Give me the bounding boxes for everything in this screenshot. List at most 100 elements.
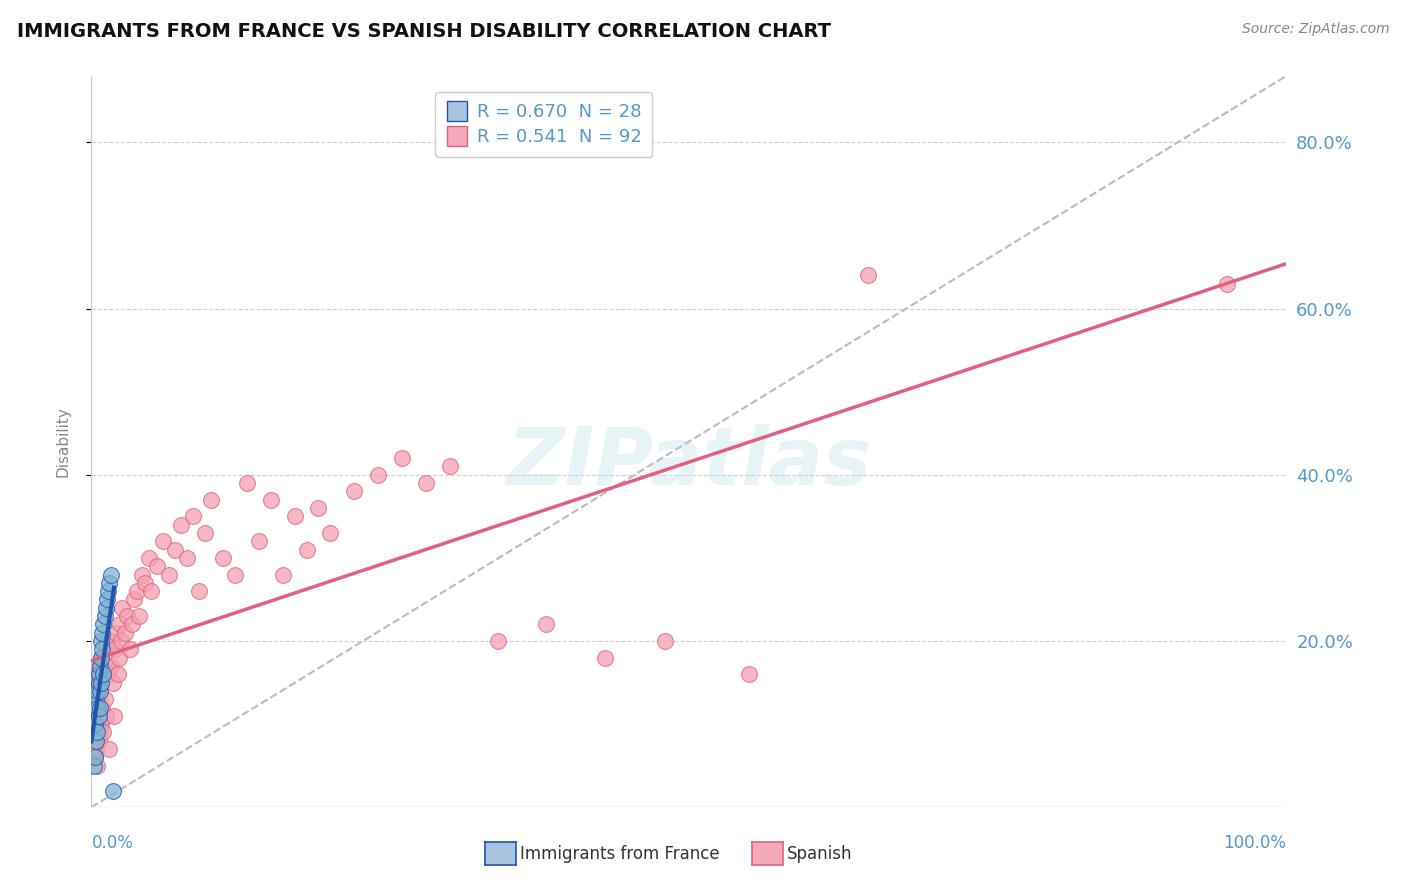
Point	[856, 268, 880, 283]
Point	[486, 634, 509, 648]
Point	[90, 650, 112, 665]
Point	[87, 667, 110, 681]
Point	[100, 567, 122, 582]
Legend: R = 0.670  N = 28, R = 0.541  N = 92: R = 0.670 N = 28, R = 0.541 N = 92	[434, 92, 652, 157]
Point	[181, 509, 204, 524]
Point	[86, 684, 108, 698]
Point	[89, 700, 111, 714]
Point	[84, 733, 107, 747]
Point	[114, 625, 136, 640]
Point	[391, 451, 413, 466]
Point	[83, 733, 105, 747]
Text: ZIPatlas: ZIPatlas	[506, 425, 872, 502]
Point	[134, 575, 156, 590]
Point	[1215, 277, 1237, 291]
Point	[146, 559, 169, 574]
Point	[96, 592, 118, 607]
Point	[84, 742, 107, 756]
Point	[89, 684, 111, 698]
Point	[87, 733, 110, 747]
Point	[307, 501, 329, 516]
Point	[87, 708, 110, 723]
Point	[138, 550, 160, 565]
Point	[84, 675, 107, 690]
Point	[87, 708, 110, 723]
Point	[118, 642, 141, 657]
Point	[93, 617, 114, 632]
Point	[93, 667, 114, 681]
Point	[439, 459, 461, 474]
Point	[319, 525, 342, 540]
Point	[157, 567, 180, 582]
Point	[593, 650, 616, 665]
Point	[90, 675, 112, 690]
Point	[152, 534, 174, 549]
Point	[84, 750, 107, 764]
Point	[82, 692, 104, 706]
Text: Spanish: Spanish	[787, 845, 853, 863]
Point	[93, 659, 114, 673]
Point	[87, 667, 110, 681]
Point	[98, 575, 121, 590]
Point	[121, 617, 143, 632]
Point	[93, 609, 115, 624]
Text: 0.0%: 0.0%	[91, 834, 134, 852]
Point	[211, 550, 233, 565]
Point	[94, 659, 117, 673]
Point	[737, 667, 759, 681]
Point	[86, 700, 108, 714]
Point	[271, 567, 294, 582]
Point	[93, 642, 115, 657]
Point	[163, 542, 186, 557]
Point	[107, 667, 129, 681]
Text: IMMIGRANTS FROM FRANCE VS SPANISH DISABILITY CORRELATION CHART: IMMIGRANTS FROM FRANCE VS SPANISH DISABI…	[17, 22, 831, 41]
Point	[224, 567, 246, 582]
Text: 100.0%: 100.0%	[1223, 834, 1286, 852]
Point	[103, 708, 125, 723]
Point	[97, 584, 120, 599]
Point	[89, 684, 111, 698]
Point	[84, 750, 107, 764]
Point	[82, 725, 104, 739]
Point	[187, 584, 211, 599]
Point	[194, 525, 217, 540]
Point	[96, 634, 118, 648]
Point	[89, 725, 111, 739]
Point	[93, 692, 115, 706]
Point	[98, 742, 121, 756]
Point	[125, 584, 148, 599]
Point	[94, 708, 117, 723]
Point	[100, 659, 122, 673]
Point	[84, 700, 107, 714]
Point	[83, 708, 105, 723]
Text: Source: ZipAtlas.com: Source: ZipAtlas.com	[1241, 22, 1389, 37]
Point	[101, 783, 124, 797]
Point	[84, 692, 107, 706]
Point	[100, 634, 122, 648]
Point	[343, 484, 366, 499]
Point	[91, 700, 114, 714]
Point	[104, 642, 127, 657]
Point	[91, 642, 114, 657]
Point	[86, 758, 108, 772]
Point	[111, 600, 134, 615]
Point	[86, 659, 108, 673]
Point	[141, 584, 162, 599]
Point	[101, 675, 124, 690]
Point	[108, 650, 131, 665]
Point	[284, 509, 307, 524]
Point	[200, 492, 222, 507]
Point	[124, 592, 146, 607]
Point	[110, 634, 132, 648]
Point	[90, 650, 112, 665]
Point	[131, 567, 153, 582]
Point	[87, 692, 110, 706]
Point	[86, 700, 108, 714]
Point	[415, 476, 437, 491]
Point	[84, 692, 107, 706]
Point	[90, 634, 112, 648]
Point	[115, 609, 138, 624]
Point	[91, 625, 114, 640]
Point	[90, 717, 112, 731]
Point	[84, 725, 107, 739]
